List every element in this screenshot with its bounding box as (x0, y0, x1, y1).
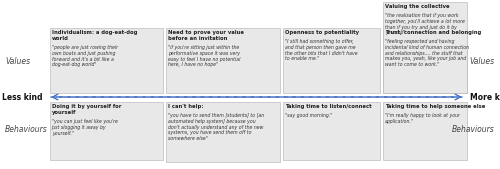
Text: Behaviours: Behaviours (5, 126, 48, 135)
Text: Values: Values (470, 57, 495, 66)
Text: Doing it by yourself for
yourself: Doing it by yourself for yourself (52, 104, 122, 115)
Text: Trust, connection and belonging: Trust, connection and belonging (385, 30, 481, 35)
Text: "feeling respected and having
incidental kind of human connection
and relationsh: "feeling respected and having incidental… (385, 39, 469, 67)
Text: "if you're sitting just within the
performative space it was very
easy to feel I: "if you're sitting just within the perfo… (168, 45, 240, 67)
FancyBboxPatch shape (283, 28, 380, 93)
Text: Less kind: Less kind (2, 92, 42, 102)
Text: Taking time to listen/connect: Taking time to listen/connect (285, 104, 372, 109)
Text: Behaviours: Behaviours (452, 126, 495, 135)
Text: "people are just rowing their
own boats and just pushing
forward and it's a bit : "people are just rowing their own boats … (52, 45, 118, 67)
Text: Taking time to help someone else: Taking time to help someone else (385, 104, 486, 109)
Text: "I'm really happy to look at your
application.": "I'm really happy to look at your applic… (385, 113, 460, 124)
Text: More kind: More kind (470, 92, 500, 102)
FancyBboxPatch shape (50, 28, 163, 93)
Text: "you can just feel like you're
just slogging it away by
yourself.": "you can just feel like you're just slog… (52, 119, 118, 136)
Text: "you have to send them [students] to [an
automated help system] because you
don': "you have to send them [students] to [an… (168, 113, 264, 141)
Text: "say good morning.": "say good morning." (285, 113, 333, 118)
Text: Need to prove your value
before an invitation: Need to prove your value before an invit… (168, 30, 244, 41)
Text: Values: Values (5, 57, 30, 66)
FancyBboxPatch shape (166, 28, 280, 93)
FancyBboxPatch shape (383, 102, 467, 160)
FancyBboxPatch shape (50, 102, 163, 160)
Text: Valuing the collective: Valuing the collective (385, 4, 450, 9)
FancyBboxPatch shape (383, 28, 467, 93)
Text: I can't help:: I can't help: (168, 104, 203, 109)
FancyBboxPatch shape (383, 2, 467, 93)
Text: "I still had something to offer,
and that person then gave me
the other bits tha: "I still had something to offer, and tha… (285, 39, 358, 61)
Text: "the realisation that if you work
together, you'll achieve a lot more
than if yo: "the realisation that if you work togeth… (385, 13, 465, 35)
Text: Individualism: a dog-eat-dog
world: Individualism: a dog-eat-dog world (52, 30, 138, 41)
FancyBboxPatch shape (166, 102, 280, 162)
Text: Openness to potentiality: Openness to potentiality (285, 30, 359, 35)
FancyBboxPatch shape (283, 102, 380, 160)
